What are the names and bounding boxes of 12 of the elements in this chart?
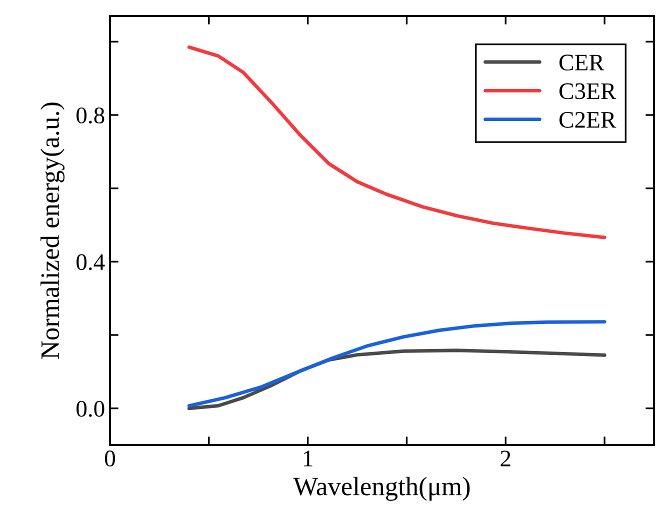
x-tick-label: 0 xyxy=(104,450,116,466)
y-axis-title: Normalized energy(a.u.) xyxy=(40,102,65,359)
y-tick-label: 0.8 xyxy=(76,107,104,124)
legend-label: C3ER xyxy=(559,83,616,100)
legend-label: CER xyxy=(559,54,604,71)
legend-label: C2ER xyxy=(559,112,616,128)
x-tick-label: 1 xyxy=(304,450,312,466)
x-axis-title: Wavelength(μm) xyxy=(293,476,470,501)
x-tick-label: 2 xyxy=(500,450,510,466)
y-tick-label: 0.4 xyxy=(76,254,105,270)
line-series xyxy=(187,320,606,408)
text: 0.0 xyxy=(76,400,104,417)
